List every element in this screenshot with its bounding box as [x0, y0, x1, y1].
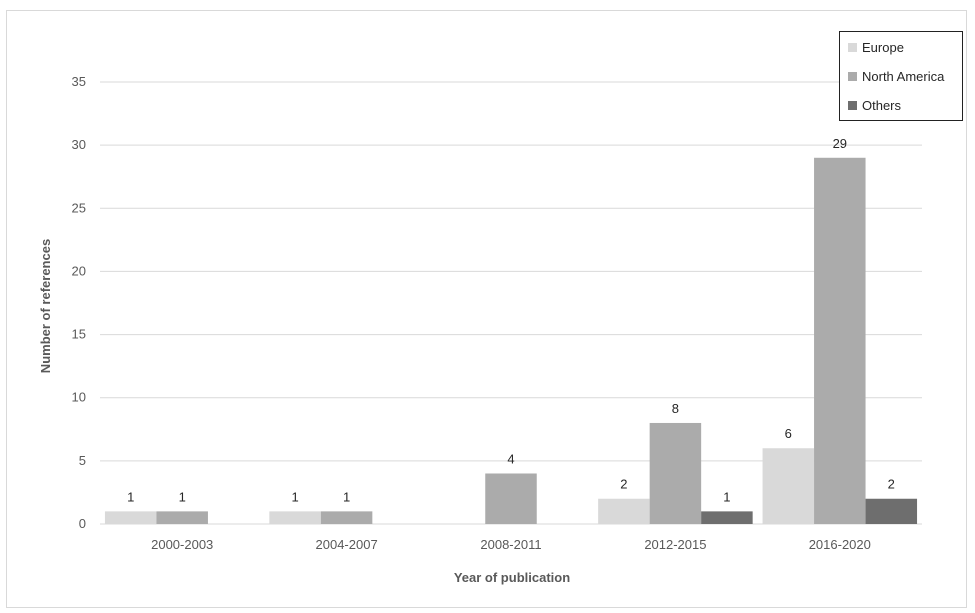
data-label: 1 — [291, 489, 298, 504]
x-tick-label: 2008-2011 — [480, 537, 541, 552]
chart-frame — [6, 10, 967, 608]
legend-item-europe: Europe — [848, 38, 904, 56]
y-axis-title: Number of references — [38, 239, 53, 373]
y-tick-label: 5 — [79, 453, 86, 468]
x-axis-ticks: 2000-2003 2004-2007 2008-2011 2012-2015 2016… — [151, 537, 871, 552]
bar — [762, 448, 815, 524]
legend-label: Europe — [862, 39, 904, 55]
bar — [814, 157, 866, 524]
y-tick-label: 10 — [72, 390, 86, 405]
bar — [485, 473, 537, 524]
data-labels: 1 1 1 1 4 2 8 1 6 29 2 — [127, 136, 895, 505]
bars — [104, 157, 918, 524]
legend-label: North America — [862, 68, 945, 84]
y-tick-label: 20 — [72, 263, 86, 278]
bar — [865, 498, 918, 524]
data-label: 1 — [179, 489, 186, 504]
data-label: 29 — [833, 136, 847, 151]
bar — [104, 511, 157, 524]
x-tick-label: 2000-2003 — [151, 537, 213, 552]
data-label: 2 — [888, 477, 895, 492]
x-tick-label: 2012-2015 — [644, 537, 706, 552]
data-label: 1 — [723, 489, 730, 504]
legend-swatch-europe — [848, 42, 857, 52]
y-tick-label: 30 — [72, 137, 86, 152]
bar — [320, 511, 373, 524]
y-axis-ticks: 0 5 10 15 20 25 30 35 — [72, 74, 86, 531]
data-label: 4 — [507, 451, 514, 466]
bar — [598, 498, 650, 524]
bar — [701, 511, 753, 524]
legend-label: Others — [862, 97, 902, 113]
data-label: 1 — [127, 489, 134, 504]
data-label: 1 — [343, 489, 350, 504]
legend-item-others: Others — [848, 96, 901, 114]
data-label: 8 — [672, 401, 679, 416]
y-tick-label: 25 — [72, 200, 86, 215]
x-axis-title: Year of publication — [454, 570, 570, 585]
legend-swatch-others — [848, 100, 857, 110]
bar — [649, 422, 702, 524]
x-tick-label: 2004-2007 — [316, 537, 378, 552]
y-tick-label: 0 — [79, 516, 86, 531]
data-label: 6 — [785, 426, 792, 441]
legend-swatch-north-america — [848, 71, 857, 81]
bar — [156, 511, 208, 524]
y-tick-label: 15 — [72, 327, 86, 342]
legend-item-north-america: North America — [848, 67, 944, 85]
bar — [269, 511, 321, 524]
x-tick-label: 2016-2020 — [809, 537, 871, 552]
legend: Europe North America Others — [839, 31, 963, 121]
y-tick-label: 35 — [72, 74, 86, 89]
data-label: 2 — [620, 477, 627, 492]
